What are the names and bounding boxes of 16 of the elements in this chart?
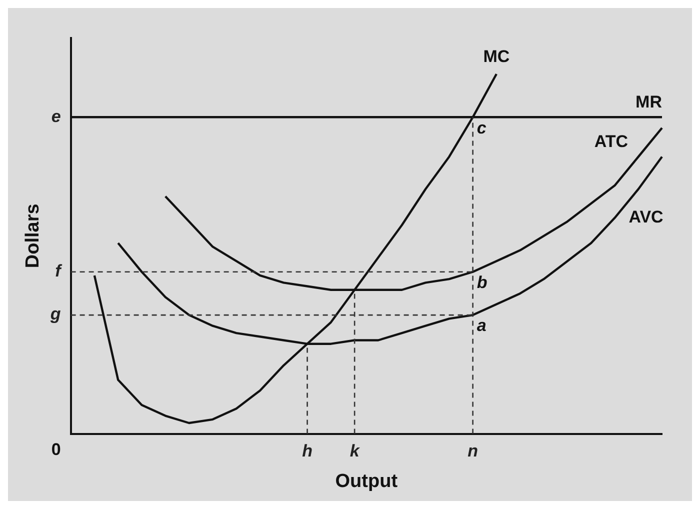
- annotation: b: [476, 273, 488, 292]
- series-label: MC: [483, 47, 510, 66]
- text: 0: [51, 440, 61, 459]
- series-label: AVC: [628, 208, 664, 227]
- ref-line-label: e: [51, 106, 61, 126]
- y-axis-title: Dollars: [22, 204, 44, 268]
- annotation: MR: [636, 92, 662, 112]
- x-tick-label: h: [302, 442, 312, 461]
- x-axis-title: Output: [335, 470, 398, 492]
- x-tick-label: k: [350, 442, 361, 461]
- ref-line-label: g: [49, 304, 62, 324]
- ref-line-label: f: [55, 262, 64, 281]
- x-tick-label: n: [468, 442, 478, 461]
- annotation: a: [476, 316, 486, 336]
- series-label: ATC: [594, 132, 628, 152]
- annotation: c: [476, 118, 487, 138]
